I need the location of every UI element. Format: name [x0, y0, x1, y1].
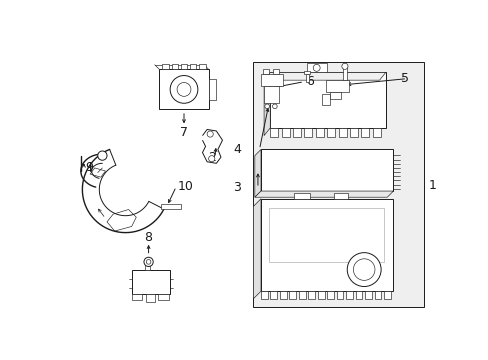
Bar — [145, 265, 149, 270]
Polygon shape — [264, 72, 385, 80]
Bar — [355, 291, 362, 299]
Bar — [253, 62, 424, 307]
Bar — [304, 71, 310, 74]
Bar — [162, 64, 168, 69]
Bar — [161, 204, 181, 209]
Polygon shape — [264, 72, 270, 136]
Circle shape — [177, 82, 190, 96]
Bar — [293, 193, 309, 199]
Circle shape — [346, 253, 380, 287]
Bar — [307, 291, 314, 299]
Bar — [322, 94, 329, 105]
Text: 6: 6 — [305, 75, 313, 88]
Text: 3: 3 — [233, 181, 241, 194]
Bar — [171, 64, 178, 69]
Text: 5: 5 — [400, 72, 408, 85]
Bar — [270, 128, 278, 137]
Circle shape — [208, 156, 214, 162]
Bar — [158, 294, 168, 300]
Bar — [208, 78, 216, 100]
Bar — [131, 270, 170, 294]
Circle shape — [146, 260, 151, 264]
Bar — [346, 291, 352, 299]
Bar — [305, 74, 308, 82]
Circle shape — [353, 259, 374, 280]
Bar — [365, 291, 371, 299]
Text: 1: 1 — [428, 179, 436, 192]
Bar — [317, 291, 324, 299]
Bar — [289, 291, 296, 299]
Bar — [268, 208, 384, 262]
Circle shape — [170, 76, 198, 103]
Polygon shape — [253, 199, 261, 299]
Bar — [261, 149, 393, 191]
Circle shape — [98, 151, 107, 160]
Bar — [199, 64, 205, 69]
Text: 2: 2 — [208, 150, 216, 164]
Text: 8: 8 — [144, 231, 152, 244]
Bar — [264, 86, 279, 103]
Text: 7: 7 — [180, 126, 187, 139]
Bar — [190, 64, 196, 69]
Bar — [374, 291, 381, 299]
Bar — [326, 128, 334, 137]
Bar — [383, 291, 390, 299]
Bar — [131, 294, 142, 300]
Text: 10: 10 — [178, 180, 193, 193]
Circle shape — [143, 257, 153, 266]
Bar — [304, 128, 312, 137]
Bar — [372, 128, 380, 137]
Bar — [261, 199, 393, 291]
Polygon shape — [254, 191, 393, 197]
Bar — [306, 63, 326, 72]
Bar — [279, 291, 286, 299]
Bar — [273, 69, 279, 74]
Bar — [329, 93, 341, 99]
Bar — [338, 128, 346, 137]
Bar — [292, 128, 301, 137]
Text: 9: 9 — [85, 161, 93, 175]
Bar — [333, 193, 347, 199]
Bar — [262, 69, 268, 74]
Circle shape — [272, 104, 277, 109]
Circle shape — [341, 63, 347, 69]
Bar — [261, 291, 267, 299]
Bar — [326, 291, 333, 299]
Bar — [159, 69, 208, 109]
Bar — [270, 291, 277, 299]
Bar — [336, 291, 343, 299]
Bar — [298, 291, 305, 299]
Bar — [325, 80, 348, 93]
Polygon shape — [254, 149, 261, 197]
Circle shape — [313, 64, 320, 71]
Circle shape — [264, 104, 269, 109]
Bar — [349, 128, 357, 137]
Circle shape — [207, 131, 213, 137]
Bar — [261, 74, 282, 86]
Text: 4: 4 — [233, 143, 241, 156]
Bar — [145, 294, 154, 302]
Bar — [315, 128, 323, 137]
Bar — [270, 72, 385, 128]
Bar — [181, 64, 187, 69]
Bar — [342, 66, 346, 80]
Bar — [361, 128, 368, 137]
Bar — [281, 128, 289, 137]
